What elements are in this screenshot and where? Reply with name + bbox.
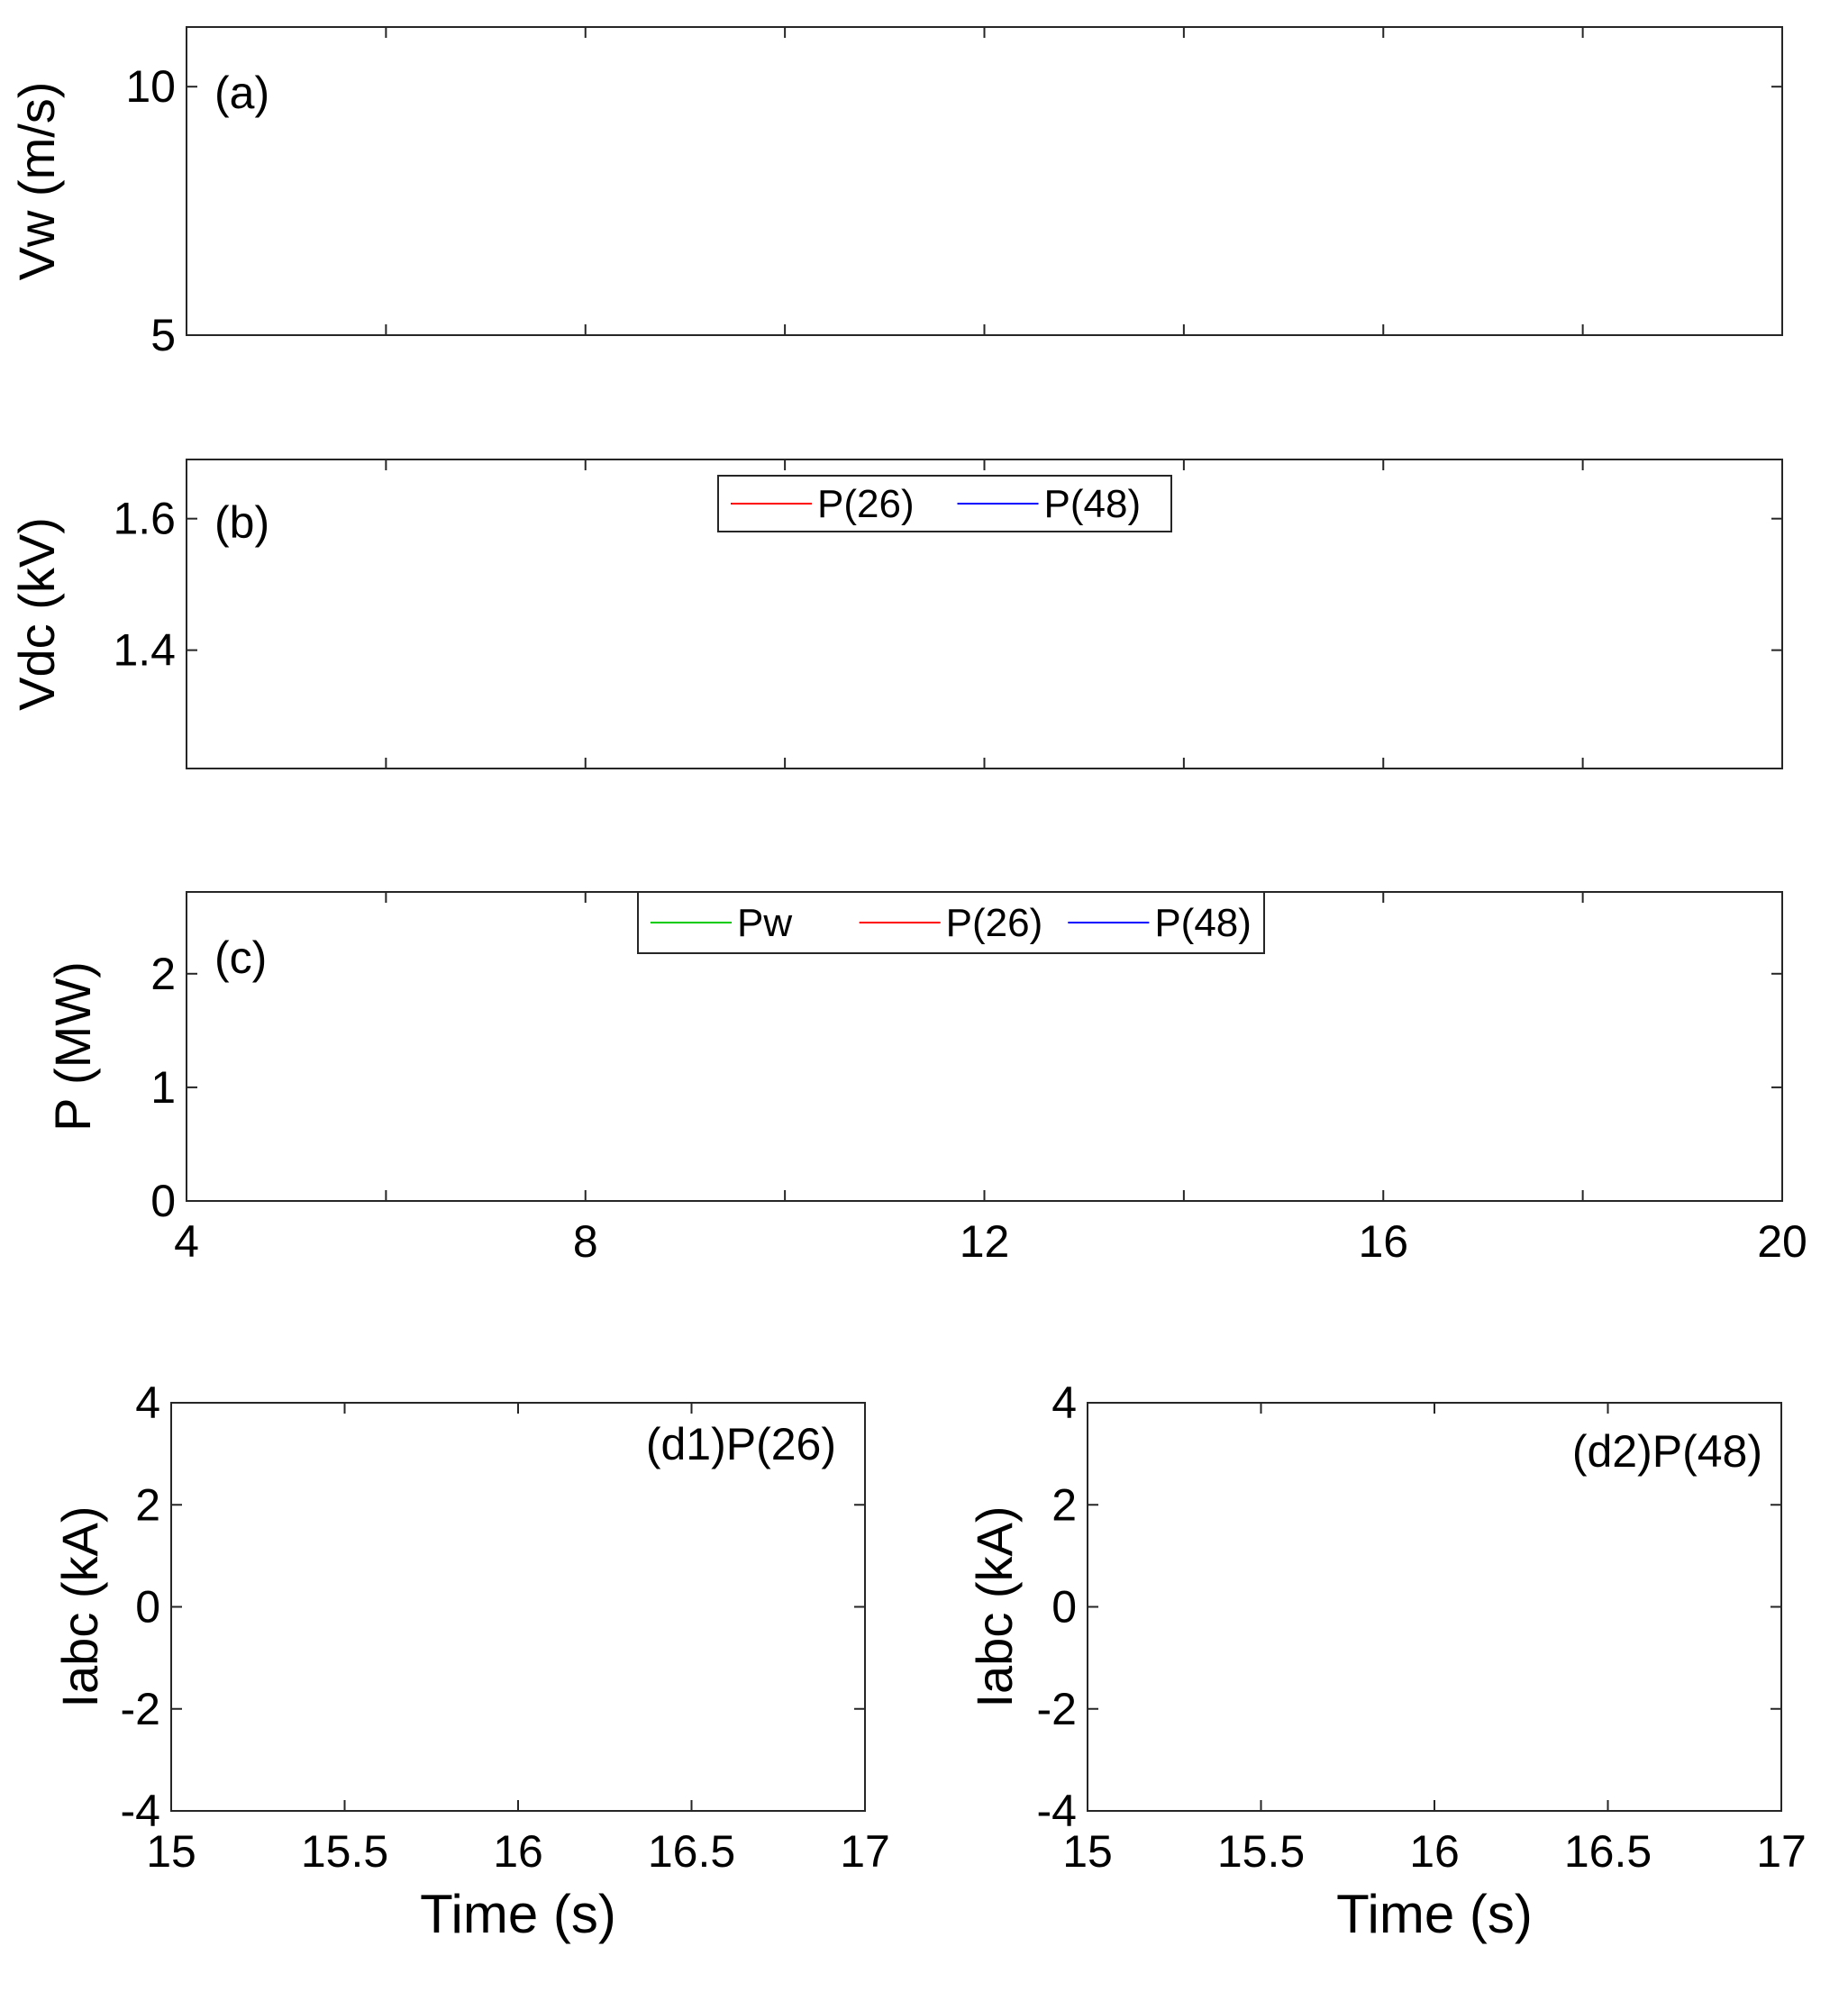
y-tick-label: 1.4 — [113, 625, 176, 676]
legend-label: Pw — [737, 901, 792, 945]
y-tick-label: -2 — [1037, 1684, 1077, 1734]
axes-frame — [1087, 1402, 1782, 1812]
legend-label: P(26) — [946, 901, 1043, 945]
panel-label: (c) — [214, 932, 267, 983]
y-tick-label: 1.6 — [113, 494, 176, 544]
legend-box — [637, 891, 1265, 954]
panel-b: 1.4 1.6 Vdc (kV) (b) P(26) P(48) — [8, 459, 1783, 769]
y-tick-label: 1 — [150, 1062, 176, 1113]
y-axis-label: Vdc (kV) — [8, 517, 65, 711]
y-axis-label: Iabc (kA) — [51, 1505, 108, 1707]
y-tick-label: 5 — [150, 310, 176, 360]
x-tick-label: 20 — [1757, 1216, 1807, 1267]
y-axis-label: Vw (m/s) — [8, 82, 65, 281]
x-axis-label: Time (s) — [1336, 1884, 1533, 1944]
y-axis-label: Iabc (kA) — [966, 1505, 1023, 1707]
x-tick-label: 15 — [146, 1826, 196, 1877]
panel-a: 5 10 Vw (m/s) (a) — [8, 26, 1783, 360]
x-tick-label: 16 — [1358, 1216, 1408, 1267]
panel-d1: -4 -2 0 2 4 15 15.5 16 16.5 17 Iabc (kA) Time (s) (d… — [51, 1378, 890, 1944]
y-tick-label: 4 — [135, 1378, 160, 1428]
x-tick-label: 16 — [493, 1826, 543, 1877]
y-tick-label: 0 — [1051, 1582, 1077, 1633]
panel-label: (d1)P(26) — [646, 1419, 836, 1469]
x-tick-label: 15 — [1062, 1826, 1113, 1877]
x-tick-label: 17 — [840, 1826, 890, 1877]
panel-d2: -4 -2 0 2 4 15 15.5 16 16.5 17 Iabc (kA) Time (s) (d… — [966, 1378, 1807, 1944]
legend-label: P(26) — [817, 482, 915, 526]
y-tick-label: 2 — [150, 949, 176, 999]
y-tick-label: 2 — [135, 1479, 160, 1530]
legend: Pw P(26) P(48) — [637, 891, 1265, 954]
x-tick-label: 4 — [174, 1216, 199, 1267]
x-axis-label: Time (s) — [420, 1884, 616, 1944]
x-tick-label: 8 — [573, 1216, 598, 1267]
x-tick-label: 17 — [1756, 1826, 1807, 1877]
x-tick-label: 16.5 — [1564, 1826, 1652, 1877]
panel-label: (a) — [214, 68, 269, 118]
y-tick-label: -4 — [1037, 1786, 1077, 1836]
panel-label: (b) — [214, 497, 269, 548]
legend-label: P(48) — [1154, 901, 1252, 945]
axes-frame — [170, 1402, 866, 1812]
y-tick-label: 0 — [150, 1176, 176, 1226]
x-tick-label: 15.5 — [1217, 1826, 1305, 1877]
axes-frame — [186, 26, 1783, 336]
y-axis-label: P (MW) — [44, 961, 101, 1132]
x-tick-label: 16.5 — [648, 1826, 735, 1877]
legend: P(26) P(48) — [717, 475, 1172, 532]
y-tick-label: 4 — [1051, 1378, 1077, 1428]
legend-label: P(48) — [1044, 482, 1142, 526]
x-tick-label: 12 — [960, 1216, 1010, 1267]
y-tick-label: 0 — [135, 1582, 160, 1633]
y-tick-label: 10 — [125, 61, 176, 112]
panel-label: (d2)P(48) — [1572, 1426, 1762, 1477]
y-tick-label: 2 — [1051, 1479, 1077, 1530]
x-tick-label: 15.5 — [301, 1826, 388, 1877]
y-tick-label: -4 — [121, 1786, 160, 1836]
y-tick-label: -2 — [121, 1684, 160, 1734]
x-tick-label: 16 — [1409, 1826, 1460, 1877]
